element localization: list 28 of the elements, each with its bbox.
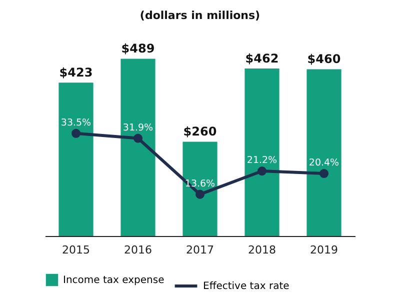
x-tick-label: 2015: [62, 244, 90, 256]
data-label: 13.6%: [184, 178, 216, 190]
data-label: $489: [121, 42, 155, 56]
data-label: $423: [59, 66, 93, 80]
bar: [182, 142, 218, 236]
point: [71, 128, 81, 138]
data-label: 20.4%: [308, 158, 340, 168]
x-tick-label: 2019: [310, 244, 338, 256]
point: [195, 190, 205, 199]
data-label: 33.5%: [60, 117, 92, 128]
chart-title: (dollars in millions): [140, 9, 260, 22]
data-label: $460: [307, 52, 341, 66]
x-tick-label: 2016: [124, 244, 152, 256]
point: [319, 168, 329, 178]
x-tick-label: 2018: [248, 244, 276, 256]
data-label: $462: [245, 52, 279, 66]
bar: [244, 68, 280, 236]
legend-label: Income tax expense: [63, 275, 164, 286]
x-tick-label: 2017: [186, 244, 214, 256]
data-label: 31.9%: [122, 122, 154, 134]
legend-label: Effective tax rate: [203, 281, 290, 292]
point: [257, 166, 267, 176]
bar: [120, 58, 156, 236]
data-label: 21.2%: [246, 155, 278, 166]
point: [133, 134, 143, 143]
bar: [306, 69, 342, 236]
bar: [58, 82, 94, 236]
data-label: $260: [183, 124, 217, 139]
